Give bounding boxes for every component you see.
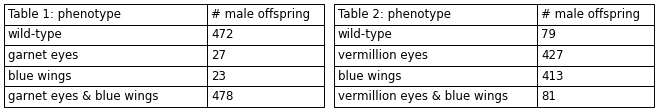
- Text: 79: 79: [541, 28, 556, 41]
- Text: # male offspring: # male offspring: [541, 8, 640, 21]
- Text: Table 1: phenotype: Table 1: phenotype: [8, 8, 121, 21]
- Text: 472: 472: [211, 28, 234, 41]
- Text: 478: 478: [211, 90, 234, 103]
- Bar: [537, 25, 654, 45]
- Text: garnet eyes & blue wings: garnet eyes & blue wings: [8, 90, 159, 103]
- Text: 81: 81: [541, 90, 556, 103]
- Bar: [4, 45, 207, 66]
- Text: garnet eyes: garnet eyes: [8, 49, 78, 62]
- Bar: [537, 86, 654, 107]
- Bar: [334, 25, 537, 45]
- Bar: [207, 25, 324, 45]
- Text: 27: 27: [211, 49, 226, 62]
- Bar: [4, 25, 207, 45]
- Bar: [207, 66, 324, 86]
- Bar: [207, 86, 324, 107]
- Bar: [334, 4, 537, 25]
- Bar: [334, 86, 537, 107]
- Text: vermillion eyes: vermillion eyes: [338, 49, 428, 62]
- Text: # male offspring: # male offspring: [211, 8, 311, 21]
- Text: 427: 427: [541, 49, 564, 62]
- Bar: [334, 45, 537, 66]
- Text: 413: 413: [541, 70, 563, 83]
- Text: blue wings: blue wings: [8, 70, 72, 83]
- Text: vermillion eyes & blue wings: vermillion eyes & blue wings: [338, 90, 508, 103]
- Bar: [537, 4, 654, 25]
- Text: Table 2: phenotype: Table 2: phenotype: [338, 8, 451, 21]
- Text: wild-type: wild-type: [338, 28, 393, 41]
- Bar: [207, 4, 324, 25]
- Text: wild-type: wild-type: [8, 28, 63, 41]
- Bar: [207, 45, 324, 66]
- Bar: [537, 45, 654, 66]
- Bar: [4, 86, 207, 107]
- Bar: [334, 66, 537, 86]
- Bar: [4, 66, 207, 86]
- Text: blue wings: blue wings: [338, 70, 401, 83]
- Text: 23: 23: [211, 70, 226, 83]
- Bar: [4, 4, 207, 25]
- Bar: [537, 66, 654, 86]
